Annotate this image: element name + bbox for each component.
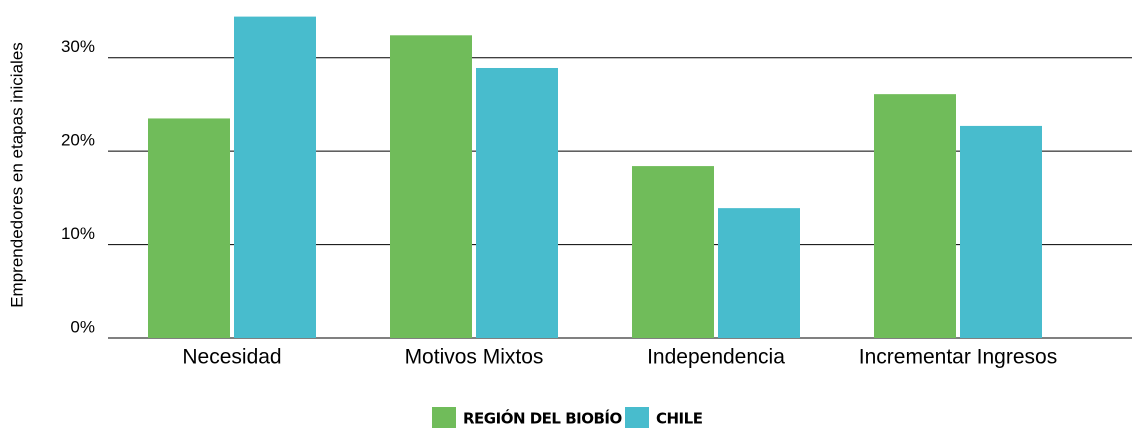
bar [390,35,472,338]
y-tick-label: 10% [61,224,95,243]
bar [874,94,956,338]
y-tick-label: 0% [70,317,95,336]
legend-swatch [625,407,649,428]
legend-label: CHILE [656,410,703,428]
y-axis-label: Emprendedores en etapas iniciales [7,42,26,308]
x-tick-label: Independencia [647,346,785,369]
x-tick-label: Motivos Mixtos [405,346,544,369]
x-tick-label: Incrementar Ingresos [859,346,1057,369]
bar [148,118,230,338]
bar [476,67,558,339]
x-tick-label: Necesidad [182,346,281,369]
legend-swatch [432,407,456,428]
y-tick-label: 30% [61,37,95,56]
y-tick-label: 20% [61,131,95,150]
bar [960,125,1042,338]
legend-label: REGIÓN DEL BIOBÍO [463,409,622,428]
bar [234,16,316,339]
bar [632,166,714,338]
bar [718,208,800,338]
